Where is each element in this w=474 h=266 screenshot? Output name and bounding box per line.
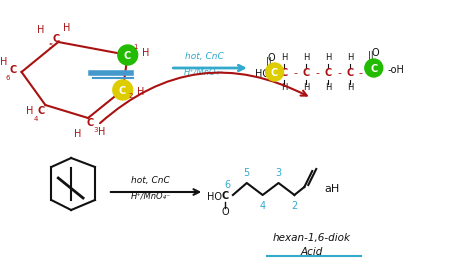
Text: H: H	[74, 129, 82, 139]
Text: ||: ||	[266, 56, 272, 65]
Text: H: H	[137, 87, 144, 97]
Text: H: H	[281, 53, 288, 63]
Circle shape	[113, 80, 133, 100]
Text: HO: HO	[255, 69, 270, 79]
Text: -: -	[280, 68, 283, 78]
Text: H: H	[36, 25, 44, 35]
Text: ||: ||	[368, 51, 374, 60]
Text: C: C	[38, 106, 45, 116]
Text: C: C	[271, 68, 278, 78]
Text: H: H	[303, 84, 310, 93]
Text: H: H	[325, 53, 331, 63]
Text: H: H	[347, 84, 353, 93]
Text: C: C	[10, 65, 17, 75]
Text: C: C	[346, 68, 354, 78]
Text: 4: 4	[260, 201, 266, 211]
Text: H: H	[347, 53, 353, 63]
Text: 6: 6	[5, 75, 10, 81]
Text: H⁺/MnO₄⁻: H⁺/MnO₄⁻	[130, 192, 171, 201]
Text: C: C	[53, 34, 60, 44]
Text: H⁺/MnO₄⁻: H⁺/MnO₄⁻	[184, 68, 224, 77]
Text: HO: HO	[207, 192, 222, 202]
Text: 3: 3	[94, 127, 98, 133]
Text: H: H	[63, 23, 70, 33]
Text: 5: 5	[48, 43, 53, 49]
Text: 6: 6	[225, 180, 231, 190]
Text: 4: 4	[33, 116, 37, 122]
Text: C: C	[118, 86, 126, 96]
Text: -oH: -oH	[388, 65, 404, 75]
Text: 5: 5	[244, 168, 250, 178]
Text: hot, CnC: hot, CnC	[131, 177, 170, 185]
Circle shape	[118, 45, 137, 65]
Text: C: C	[86, 118, 94, 128]
Text: C: C	[325, 68, 332, 78]
Text: O: O	[372, 48, 380, 58]
Text: H: H	[26, 106, 33, 116]
Text: H: H	[0, 57, 8, 67]
Circle shape	[265, 63, 283, 81]
Text: H: H	[142, 48, 149, 58]
Text: -: -	[293, 68, 297, 78]
Text: -: -	[358, 68, 363, 78]
Text: 2: 2	[292, 201, 298, 211]
Text: H: H	[325, 84, 331, 93]
Text: 1: 1	[133, 44, 138, 50]
Text: C: C	[221, 191, 228, 201]
Text: C: C	[123, 51, 130, 61]
Circle shape	[365, 59, 383, 77]
Text: -: -	[337, 68, 341, 78]
Text: 2: 2	[128, 93, 133, 99]
Text: hexan-1,6-diok: hexan-1,6-diok	[272, 233, 350, 243]
Text: H: H	[98, 127, 106, 137]
Text: O: O	[268, 53, 275, 63]
Text: H: H	[281, 84, 288, 93]
Text: Acid: Acid	[300, 247, 322, 257]
Text: aH: aH	[324, 184, 339, 194]
Text: hot, CnC: hot, CnC	[185, 52, 224, 61]
Text: H: H	[303, 53, 310, 63]
Text: C: C	[281, 68, 288, 78]
Text: C: C	[370, 64, 377, 74]
Text: 3: 3	[275, 168, 282, 178]
Text: O: O	[221, 207, 229, 217]
Text: -: -	[315, 68, 319, 78]
Text: C: C	[303, 68, 310, 78]
